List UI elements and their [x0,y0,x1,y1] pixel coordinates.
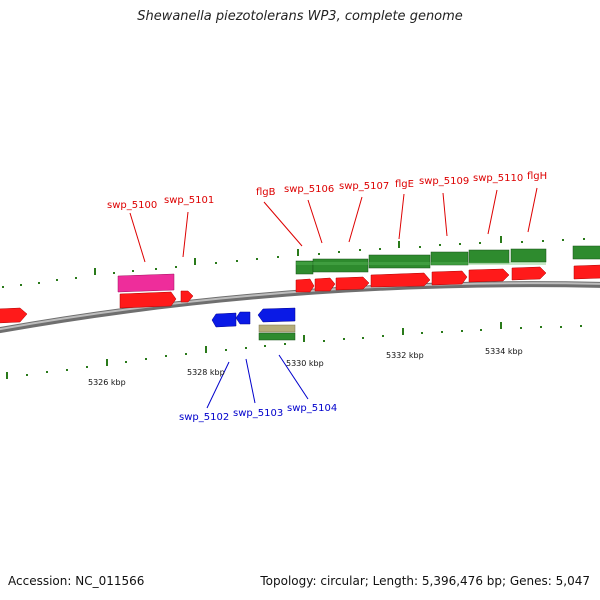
gene-arrow [314,277,336,292]
accession-label: Accession: NC_011566 [8,574,145,588]
gene-arrow [295,278,315,293]
gene-label[interactable]: swp_5106 [284,184,334,195]
scale-label: 5326 kbp [88,378,126,387]
outer-tick-row [2,236,585,288]
gene-arrow [119,291,177,309]
top-leader-lines [129,187,538,263]
gene-label[interactable]: swp_5103 [233,408,283,419]
red-gene-track [0,264,600,324]
scale-label: 5332 kbp [386,351,424,360]
gene-label[interactable]: swp_5102 [179,412,229,423]
gene-label[interactable]: swp_5101 [164,195,214,206]
scale-label: 5330 kbp [286,359,324,368]
gene-arrow [235,311,251,325]
gene-label[interactable]: swp_5100 [107,200,157,211]
gene-label[interactable]: swp_5109 [419,176,469,187]
gene-arrow [0,307,28,324]
inner-tick-row [6,322,582,379]
gene-arrow [335,276,370,291]
gene-arrow [180,290,194,303]
gene-arrow [257,307,296,323]
gene-label[interactable]: flgE [395,179,414,190]
map-title: Shewanella piezotolerans WP3, complete g… [137,9,463,24]
pink-gene [117,273,175,293]
blue-gene-track [211,307,296,328]
scale-label: 5328 kbp [187,368,225,377]
gene-arrow [431,270,468,286]
gene-label[interactable]: flgH [527,171,547,182]
green-gene-track [295,245,600,275]
gene-label[interactable]: flgB [256,187,276,198]
genome-backbone [0,281,600,334]
gene-arrow [468,268,510,283]
genome-backbone-highlight [0,282,600,331]
genome-summary: Topology: circular; Length: 5,396,476 bp… [260,574,590,588]
gene-label[interactable]: swp_5107 [339,181,389,192]
gene-arrow [211,312,237,328]
tan-feature [258,324,296,333]
green-feature [258,332,296,341]
gene-arrow [370,272,431,288]
gene-label[interactable]: swp_5104 [287,403,337,414]
gene-arrow [573,264,600,280]
gene-label[interactable]: swp_5110 [473,173,523,184]
bottom-leader-lines [206,354,309,409]
scale-label: 5334 kbp [485,347,523,356]
gene-arrow [511,266,547,281]
